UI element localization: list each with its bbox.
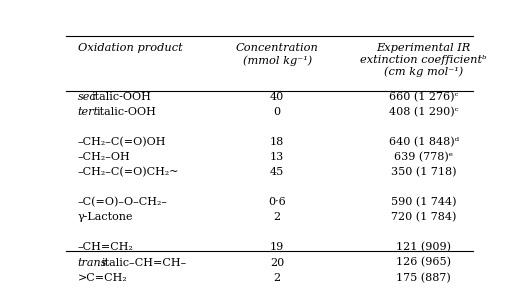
Text: –CH₂–C(=O)OH: –CH₂–C(=O)OH: [78, 137, 166, 147]
Text: italic-OOH: italic-OOH: [97, 107, 156, 117]
Text: Concentration
(mmol kg⁻¹): Concentration (mmol kg⁻¹): [236, 43, 319, 66]
Text: 0·6: 0·6: [268, 197, 286, 207]
Text: 40: 40: [270, 92, 285, 102]
Text: 350 (1 718): 350 (1 718): [391, 167, 456, 177]
Text: 20: 20: [270, 257, 285, 268]
Text: 590 (1 744): 590 (1 744): [391, 197, 456, 207]
Text: >C=CH₂: >C=CH₂: [78, 273, 128, 283]
Text: 45: 45: [270, 167, 285, 177]
Text: tert: tert: [78, 107, 99, 117]
Text: 175 (887): 175 (887): [396, 272, 451, 283]
Text: 126 (965): 126 (965): [396, 257, 451, 268]
Text: 2: 2: [274, 273, 281, 283]
Text: 660 (1 276)ᶜ: 660 (1 276)ᶜ: [389, 92, 458, 102]
Text: 639 (778)ᵉ: 639 (778)ᵉ: [394, 152, 453, 162]
Text: 720 (1 784): 720 (1 784): [391, 212, 456, 222]
Text: 408 (1 290)ᶜ: 408 (1 290)ᶜ: [389, 107, 458, 117]
Text: italic–CH=CH–: italic–CH=CH–: [101, 257, 186, 268]
Text: sec: sec: [78, 92, 97, 102]
Text: 2: 2: [274, 212, 281, 222]
Text: 19: 19: [270, 242, 285, 253]
Text: –C(=O)–O–CH₂–: –C(=O)–O–CH₂–: [78, 197, 168, 207]
Text: italic-OOH: italic-OOH: [92, 92, 152, 102]
Text: 121 (909): 121 (909): [396, 242, 451, 253]
Text: γ-Lactone: γ-Lactone: [78, 212, 133, 222]
Text: –CH=CH₂: –CH=CH₂: [78, 242, 134, 253]
Text: Experimental IR
extinction coefficientᵇ
(cm kg mol⁻¹): Experimental IR extinction coefficientᵇ …: [360, 43, 487, 77]
Text: 18: 18: [270, 137, 285, 147]
Text: Oxidation product: Oxidation product: [78, 43, 183, 54]
Text: 0: 0: [274, 107, 281, 117]
Text: –CH₂–C(=O)CH₂~: –CH₂–C(=O)CH₂~: [78, 167, 180, 177]
Text: 13: 13: [270, 152, 285, 162]
Text: 640 (1 848)ᵈ: 640 (1 848)ᵈ: [388, 137, 459, 147]
Text: trans: trans: [78, 257, 107, 268]
Text: –CH₂–OH: –CH₂–OH: [78, 152, 131, 162]
